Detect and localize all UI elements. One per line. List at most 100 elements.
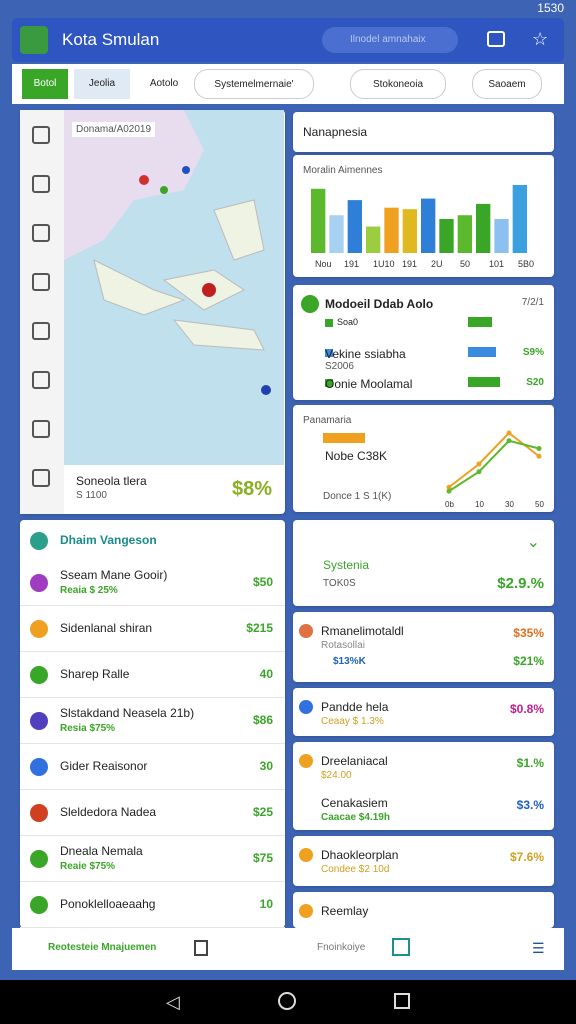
map [64, 110, 284, 465]
list-row[interactable]: Sseam Mane Gooir) Reaia $ 25% $50 [20, 560, 285, 606]
icon[interactable] [392, 938, 410, 956]
card[interactable]: Dreelaniacal $24.00 $1.% Cenakasiem Caacae $… [293, 742, 554, 830]
sidebar-icon[interactable] [32, 469, 50, 487]
row-bar [468, 347, 496, 357]
x-tick-label: 10 [475, 500, 484, 509]
icon [299, 700, 313, 714]
item-value: 10 [259, 897, 273, 911]
bar [439, 219, 454, 253]
panel-title: Panamaria [303, 415, 352, 426]
x-tick-label: 5B0 [518, 259, 534, 269]
list-panel: Dhaim Vangeson Sseam Mane Gooir) Reaia $ … [20, 520, 285, 928]
list-row[interactable]: Sleldedora Nadea $25 [20, 790, 285, 836]
x-tick-label: 1U10 [373, 259, 395, 269]
card-value: $1.% [516, 756, 544, 770]
icon [299, 754, 313, 768]
line [448, 439, 540, 492]
search-text[interactable]: Nanapnesia [303, 125, 368, 139]
point [446, 488, 452, 494]
tab[interactable]: Jeolia [74, 69, 130, 99]
icon [299, 904, 313, 918]
back[interactable]: ◁ [166, 992, 180, 1012]
tab[interactable]: Aotolo [149, 78, 179, 89]
search-panel: Nanapnesia [293, 112, 554, 152]
tab[interactable]: Systemelmernaie' [194, 69, 314, 99]
x-tick-label: 50 [460, 259, 470, 269]
card-sub: Rotasollai [321, 640, 365, 651]
sidebar-icon[interactable] [32, 273, 50, 291]
sidebar-icon[interactable] [32, 224, 50, 242]
card[interactable]: Rmanelimotaldl Rotasollai $35% $13%K $21% [293, 612, 554, 682]
nav-label[interactable]: Fnoinkoiye [317, 942, 366, 953]
list-row[interactable]: Sidenlanal shiran $215 [20, 606, 285, 652]
list-row[interactable]: Gider Reaisonor 30 [20, 744, 285, 790]
x-tick-label: 50 [535, 500, 544, 509]
row-label: Soa0 [337, 317, 359, 327]
tab[interactable]: Botol [22, 69, 68, 99]
home[interactable] [278, 992, 296, 1010]
x-tick-label: 191 [402, 259, 417, 269]
card-title: Reemlay [321, 904, 369, 918]
card[interactable]: Dhaokleorplan Condee $2 10d $7.6% [293, 836, 554, 886]
item-name: Gider Reaisonor [60, 759, 148, 773]
item-value: 30 [259, 759, 273, 773]
card-sub: Ceaay $ 1.3% [321, 716, 384, 727]
item-sub: Resia $75% [60, 723, 116, 734]
highlight-card: Systenia TOK0S $2.9.% ⌄ [293, 520, 554, 606]
list-row[interactable]: Ponoklelloaeaahg 10 [20, 882, 285, 928]
row-value: S20 [526, 377, 544, 388]
sidebar-icon[interactable] [32, 126, 50, 144]
sidebar-icon[interactable] [32, 420, 50, 438]
icon [30, 758, 48, 776]
list-title: Dhaim Vangeson [60, 533, 157, 547]
tab[interactable]: Stokoneoia [350, 69, 446, 99]
item-name: Sseam Mane Gooir) [60, 568, 168, 582]
sidebar-icon[interactable] [32, 322, 50, 340]
row-value: S9% [522, 347, 544, 358]
list-row[interactable]: Slstakdand Neasela 21b) Resia $75% $86 [20, 698, 285, 744]
card[interactable]: Pandde hela Ceaay $ 1.3% $0.8% [293, 688, 554, 736]
icon [30, 574, 48, 592]
sidebar-icon[interactable] [32, 371, 50, 389]
recent[interactable] [394, 993, 410, 1009]
stat: $8% [232, 478, 273, 500]
icon [299, 624, 313, 638]
icon[interactable]: ☆ [532, 29, 549, 49]
icon [30, 896, 48, 914]
bar-chart: Nou 191 1U10 191 2U 50 101 5B0 [311, 185, 534, 269]
card-title: Cenakasiem [321, 796, 388, 810]
x-tick-label: 2U [431, 259, 443, 269]
swatch [325, 349, 333, 357]
item-value: $25 [252, 805, 273, 819]
nav-label[interactable]: Reotesteie Mnajuemen [48, 942, 157, 953]
item-value: $215 [246, 621, 273, 635]
list-row[interactable]: Sharep Ralle 40 [20, 652, 285, 698]
icon[interactable] [194, 940, 208, 956]
card-sub: $24.00 [321, 770, 352, 781]
list-row[interactable]: Dneala Nemala Reaie $75% $75 [20, 836, 285, 882]
icon [30, 532, 48, 550]
card-value: $35% [513, 626, 544, 640]
bar [457, 215, 472, 253]
item-value: $86 [252, 713, 273, 727]
card-sub: Condee $2 10d [321, 864, 390, 875]
tab[interactable]: Saoaem [472, 69, 542, 99]
icon [299, 848, 313, 862]
card[interactable]: Reemlay [293, 892, 554, 928]
chevron[interactable]: ⌄ [526, 534, 540, 551]
sidebar-icon[interactable] [32, 175, 50, 193]
bar [329, 215, 344, 253]
icon [30, 666, 48, 684]
line [448, 431, 540, 489]
card-value: $3.% [516, 798, 544, 812]
app-title: Kota Smulan [62, 30, 160, 49]
icon[interactable] [487, 31, 505, 47]
search-box[interactable]: Ilnodel amnahaix [322, 27, 458, 53]
card-title: Dreelaniacal [321, 754, 388, 768]
icon[interactable]: ☰ [532, 940, 545, 956]
point [506, 438, 512, 444]
tab-bar: Botol Jeolia Aotolo Systemelmernaie' Stokone… [12, 64, 564, 104]
card-value: $0.8% [509, 702, 544, 716]
bar-panel: Moralin Aimennes Nou 191 1U10 191 2U 50 101 5B0 [293, 155, 554, 277]
